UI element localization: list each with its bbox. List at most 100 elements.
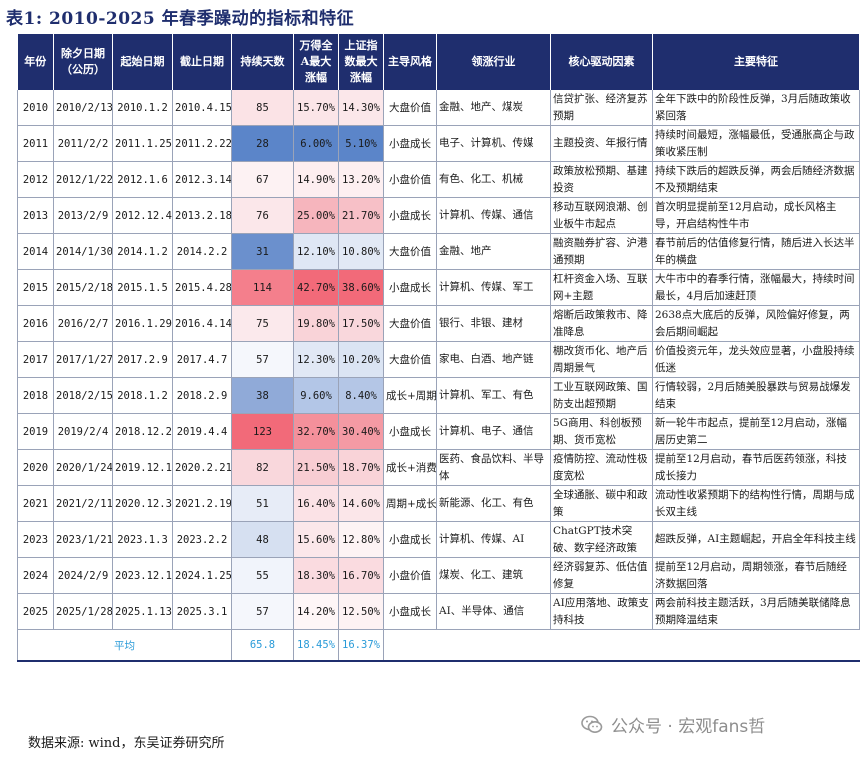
cell-style: 小盘价值 (383, 161, 437, 198)
cell-style: 大盘价值 (383, 233, 437, 270)
cell-wind-max: 21.50% (293, 449, 339, 486)
cell-feature: 两会前科技主题活跃，3月后随美联储降息预期降温结束 (652, 593, 860, 630)
watermark-text: 公众号 · 宏观fans哲 (611, 717, 766, 737)
cell-sector: 计算机、传媒、AI (436, 521, 551, 558)
cell-driver: 5G商用、科创板预期、货币宽松 (550, 413, 653, 450)
cell-wind-max: 25.00% (293, 197, 339, 234)
cell-end: 2020.2.21 (172, 449, 232, 486)
cell-driver: 棚改货币化、地产后周期景气 (550, 341, 653, 378)
cell-eve: 2016/2/7 (53, 305, 113, 342)
cell-end: 2011.2.22 (172, 125, 232, 162)
cell-end: 2019.4.4 (172, 413, 232, 450)
cell-style: 成长+周期 (383, 377, 437, 414)
cell-style: 小盘成长 (383, 269, 437, 306)
cell-year: 2012 (17, 161, 54, 198)
cell-days: 85 (231, 90, 294, 126)
cell-sh-max: 5.10% (338, 125, 384, 162)
cell-eve: 2018/2/15 (53, 377, 113, 414)
cell-sector: 银行、非银、建材 (436, 305, 551, 342)
col-sector-header: 领涨行业 (436, 34, 551, 90)
cell-days: 31 (231, 233, 294, 270)
cell-feature: 流动性收紧预期下的结构性行情，周期与成长双主线 (652, 485, 860, 522)
cell-end: 2024.1.25 (172, 557, 232, 594)
cell-feature: 提前至12月启动，周期领涨，春节后随经济数据回落 (652, 557, 860, 594)
table-row: 2023 2023/1/21 2023.1.3 2023.2.2 48 15.60% 12.… (17, 521, 860, 558)
cell-wind-max: 16.40% (293, 485, 339, 522)
cell-wind-max: 18.30% (293, 557, 339, 594)
cell-days: 57 (231, 341, 294, 378)
cell-days: 67 (231, 161, 294, 198)
table-row: 2021 2021/2/11 2020.12.30 2021.2.19 51 16.40%… (17, 485, 860, 522)
cell-year: 2025 (17, 593, 54, 630)
cell-sector: 煤炭、化工、建筑 (436, 557, 551, 594)
cell-wind-max: 32.70% (293, 413, 339, 450)
cell-wind-max: 12.10% (293, 233, 339, 270)
cell-year: 2024 (17, 557, 54, 594)
cell-end: 2012.3.14 (172, 161, 232, 198)
wechat-icon (581, 715, 603, 733)
cell-end: 2025.3.1 (172, 593, 232, 630)
cell-sh-max: 12.50% (338, 593, 384, 630)
cell-sh-max: 14.60% (338, 485, 384, 522)
cell-wind-max: 15.70% (293, 90, 339, 126)
col-start-header: 起始日期 (112, 34, 173, 90)
table-row: 2016 2016/2/7 2016.1.29 2016.4.14 75 19.80% 17… (17, 305, 860, 342)
cell-year: 2013 (17, 197, 54, 234)
cell-start: 2020.12.30 (112, 485, 173, 522)
cell-end: 2010.4.15 (172, 90, 232, 126)
cell-start: 2023.12.1 (112, 557, 173, 594)
cell-start: 2012.12.4 (112, 197, 173, 234)
cell-days: 51 (231, 485, 294, 522)
cell-wind-max: 42.70% (293, 269, 339, 306)
cell-days: 55 (231, 557, 294, 594)
cell-style: 小盘成长 (383, 521, 437, 558)
cell-feature: 2638点大底后的反弹，风险偏好修复，两会后期间崛起 (652, 305, 860, 342)
cell-start: 2025.1.13 (112, 593, 173, 630)
cell-eve: 2025/1/28 (53, 593, 113, 630)
cell-style: 大盘价值 (383, 305, 437, 342)
cell-sector: 金融、地产 (436, 233, 551, 270)
cell-wind-max: 19.80% (293, 305, 339, 342)
cell-sh-max: 8.40% (338, 377, 384, 414)
cell-style: 周期+成长 (383, 485, 437, 522)
cell-eve: 2015/2/18 (53, 269, 113, 306)
col-days-header: 持续天数 (231, 34, 294, 90)
cell-sh-max: 21.70% (338, 197, 384, 234)
cell-style: 大盘价值 (383, 341, 437, 378)
cell-sector: 新能源、化工、有色 (436, 485, 551, 522)
table-row: 2014 2014/1/30 2014.1.2 2014.2.2 31 12.10% 10.… (17, 233, 860, 270)
cell-days: 57 (231, 593, 294, 630)
cell-end: 2016.4.14 (172, 305, 232, 342)
cell-days: 75 (231, 305, 294, 342)
cell-style: 小盘价值 (383, 557, 437, 594)
cell-feature: 行情较弱，2月后随美股暴跌与贸易战爆发结束 (652, 377, 860, 414)
cell-style: 小盘成长 (383, 197, 437, 234)
cell-year: 2023 (17, 521, 54, 558)
cell-year: 2020 (17, 449, 54, 486)
cell-year: 2011 (17, 125, 54, 162)
cell-end: 2014.2.2 (172, 233, 232, 270)
cell-year: 2014 (17, 233, 54, 270)
cell-eve: 2021/2/11 (53, 485, 113, 522)
cell-sh-max: 10.20% (338, 341, 384, 378)
table-title: 表1: 2010-2025 年春季躁动的指标和特征 (6, 9, 355, 29)
cell-days: 28 (231, 125, 294, 162)
col-driver-header: 核心驱动因素 (550, 34, 653, 90)
cell-driver: 工业互联网政策、国防支出超预期 (550, 377, 653, 414)
cell-feature: 全年下跌中的阶段性反弹，3月后随政策收紧回落 (652, 90, 860, 126)
cell-sh-max: 30.40% (338, 413, 384, 450)
cell-days: 76 (231, 197, 294, 234)
table-row: 2017 2017/1/27 2017.2.9 2017.4.7 57 12.30% 10.… (17, 341, 860, 378)
cell-end: 2021.2.19 (172, 485, 232, 522)
cell-days: 123 (231, 413, 294, 450)
cell-eve: 2017/1/27 (53, 341, 113, 378)
cell-style: 成长+消费 (383, 449, 437, 486)
cell-start: 2012.1.6 (112, 161, 173, 198)
cell-wind-max: 14.90% (293, 161, 339, 198)
average-wind-max: 18.45% (293, 629, 339, 662)
cell-wind-max: 9.60% (293, 377, 339, 414)
cell-style: 小盘成长 (383, 413, 437, 450)
col-sh-header: 上证指 数最大 涨幅 (338, 34, 384, 90)
table-row: 2018 2018/2/15 2018.1.2 2018.2.9 38 9.60% 8.40… (17, 377, 860, 414)
cell-start: 2017.2.9 (112, 341, 173, 378)
